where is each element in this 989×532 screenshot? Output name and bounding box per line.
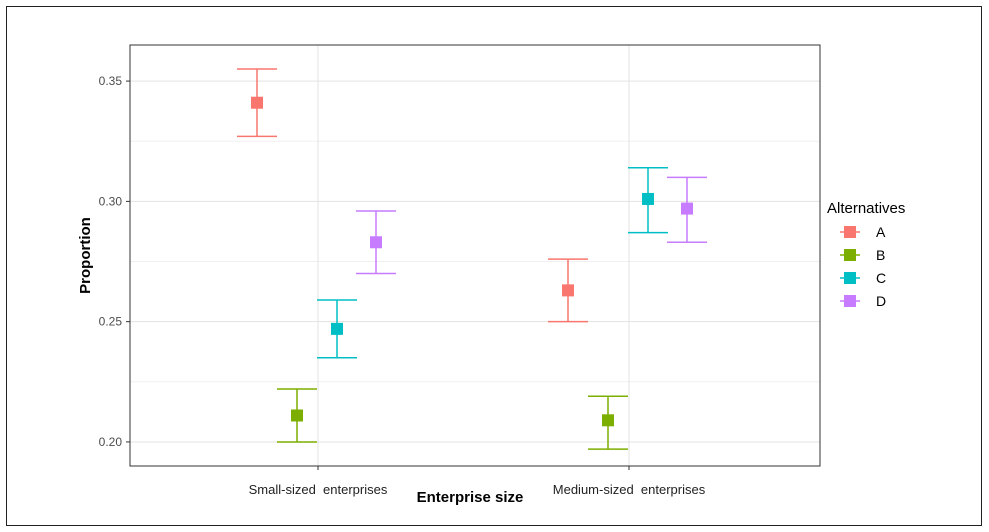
plot-panel bbox=[129, 44, 821, 467]
y-tick-label: 0.25 bbox=[99, 315, 123, 329]
data-point bbox=[331, 322, 343, 335]
legend-label: D bbox=[876, 293, 886, 309]
legend-title: Alternatives bbox=[827, 200, 905, 217]
x-axis-title: Enterprise size bbox=[417, 489, 524, 506]
y-axis-title: Proportion bbox=[77, 217, 94, 294]
legend-label: C bbox=[876, 270, 886, 286]
legend-key bbox=[844, 295, 856, 307]
data-point bbox=[681, 202, 693, 215]
grid bbox=[130, 45, 820, 466]
y-tick-label: 0.30 bbox=[99, 194, 123, 208]
y-tick-label: 0.35 bbox=[99, 74, 123, 88]
figure-frame bbox=[6, 6, 982, 526]
x-tick-label: Small-sized enterprises bbox=[249, 482, 388, 497]
data-point bbox=[291, 409, 303, 422]
data-point bbox=[642, 192, 654, 205]
legend-label: A bbox=[876, 224, 886, 240]
legend-key bbox=[844, 272, 856, 284]
data-point bbox=[251, 96, 263, 109]
legend-label: B bbox=[876, 247, 885, 263]
data-point bbox=[562, 284, 574, 297]
legend-key bbox=[844, 249, 856, 261]
data-point bbox=[370, 236, 382, 249]
axes: 0.20 0.25 0.30 0.35 Small-sized enterprises M… bbox=[99, 74, 706, 497]
x-tick-label: Medium-sized enterprises bbox=[553, 482, 706, 497]
y-tick-label: 0.20 bbox=[99, 435, 123, 449]
legend-key bbox=[844, 226, 856, 238]
data-point bbox=[602, 414, 614, 427]
data-marks bbox=[237, 68, 707, 450]
